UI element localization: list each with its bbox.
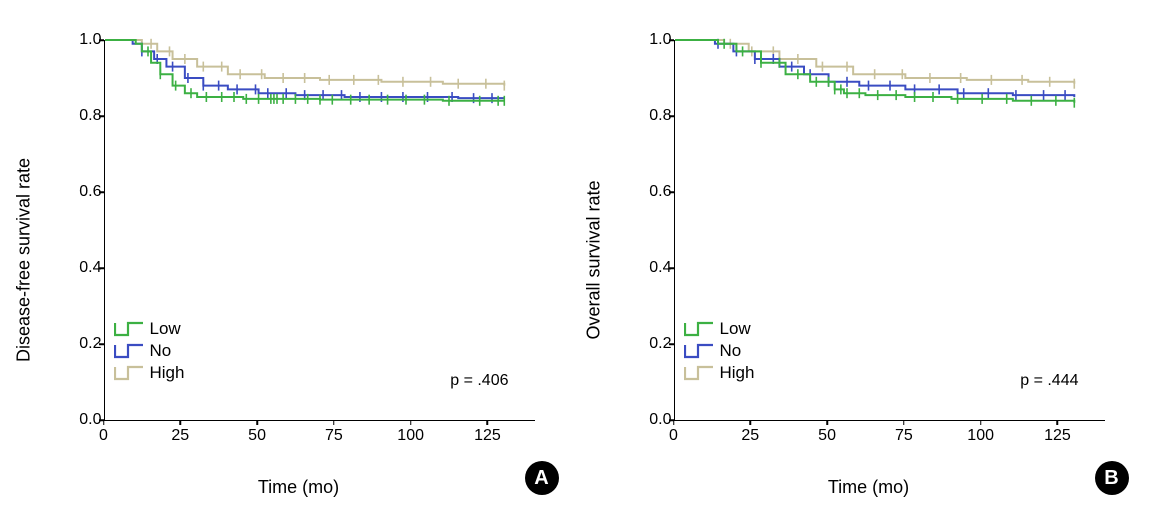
x-tick-label: 50	[248, 427, 266, 445]
legend-step-icon	[684, 320, 714, 338]
y-tick-label: 0.4	[74, 259, 102, 277]
legend-a: LowNoHigh	[114, 319, 185, 385]
y-tick-label: 0.2	[644, 335, 672, 353]
y-tick-label: 0.0	[644, 411, 672, 429]
panel-a: Disease-free survival rate Time (mo) Low…	[29, 20, 569, 500]
legend-step-icon	[114, 320, 144, 338]
x-tick-label: 25	[171, 427, 189, 445]
legend-item-low: Low	[114, 319, 185, 339]
panel-badge-b: B	[1095, 461, 1129, 495]
pvalue-a: p = .406	[450, 372, 508, 390]
legend-item-no: No	[684, 341, 755, 361]
km-curve-no	[675, 40, 1074, 97]
y-tick-label: 0.0	[74, 411, 102, 429]
legend-item-low: Low	[684, 319, 755, 339]
legend-step-icon	[114, 342, 144, 360]
y-tick-label: 0.4	[644, 259, 672, 277]
x-tick-label: 50	[818, 427, 836, 445]
x-tick-label: 0	[99, 427, 108, 445]
legend-step-icon	[114, 364, 144, 382]
legend-label: No	[720, 341, 742, 361]
x-tick-label: 100	[967, 427, 994, 445]
panel-badge-a: A	[525, 461, 559, 495]
x-axis-label-b: Time (mo)	[828, 477, 909, 498]
x-tick-label: 125	[474, 427, 501, 445]
y-tick-label: 1.0	[74, 31, 102, 49]
y-tick-label: 0.2	[74, 335, 102, 353]
legend-step-icon	[684, 364, 714, 382]
legend-label: No	[150, 341, 172, 361]
y-tick-label: 0.6	[644, 183, 672, 201]
km-curve-no	[105, 40, 504, 98]
y-axis-label-b: Overall survival rate	[583, 180, 604, 339]
y-tick-label: 0.6	[74, 183, 102, 201]
x-tick-label: 75	[325, 427, 343, 445]
pvalue-b: p = .444	[1020, 372, 1078, 390]
y-axis-label-a: Disease-free survival rate	[13, 158, 34, 362]
legend-item-high: High	[684, 363, 755, 383]
y-tick-label: 0.8	[74, 107, 102, 125]
x-tick-label: 125	[1044, 427, 1071, 445]
x-axis-label-a: Time (mo)	[258, 477, 339, 498]
legend-label: Low	[720, 319, 751, 339]
legend-step-icon	[684, 342, 714, 360]
legend-label: High	[150, 363, 185, 383]
y-tick-label: 1.0	[644, 31, 672, 49]
legend-item-no: No	[114, 341, 185, 361]
x-tick-label: 25	[741, 427, 759, 445]
y-tick-label: 0.8	[644, 107, 672, 125]
legend-item-high: High	[114, 363, 185, 383]
x-tick-label: 100	[397, 427, 424, 445]
legend-label: Low	[150, 319, 181, 339]
legend-label: High	[720, 363, 755, 383]
x-tick-label: 0	[669, 427, 678, 445]
legend-b: LowNoHigh	[684, 319, 755, 385]
panel-b: Overall survival rate Time (mo) LowNoHig…	[599, 20, 1139, 500]
x-tick-label: 75	[895, 427, 913, 445]
